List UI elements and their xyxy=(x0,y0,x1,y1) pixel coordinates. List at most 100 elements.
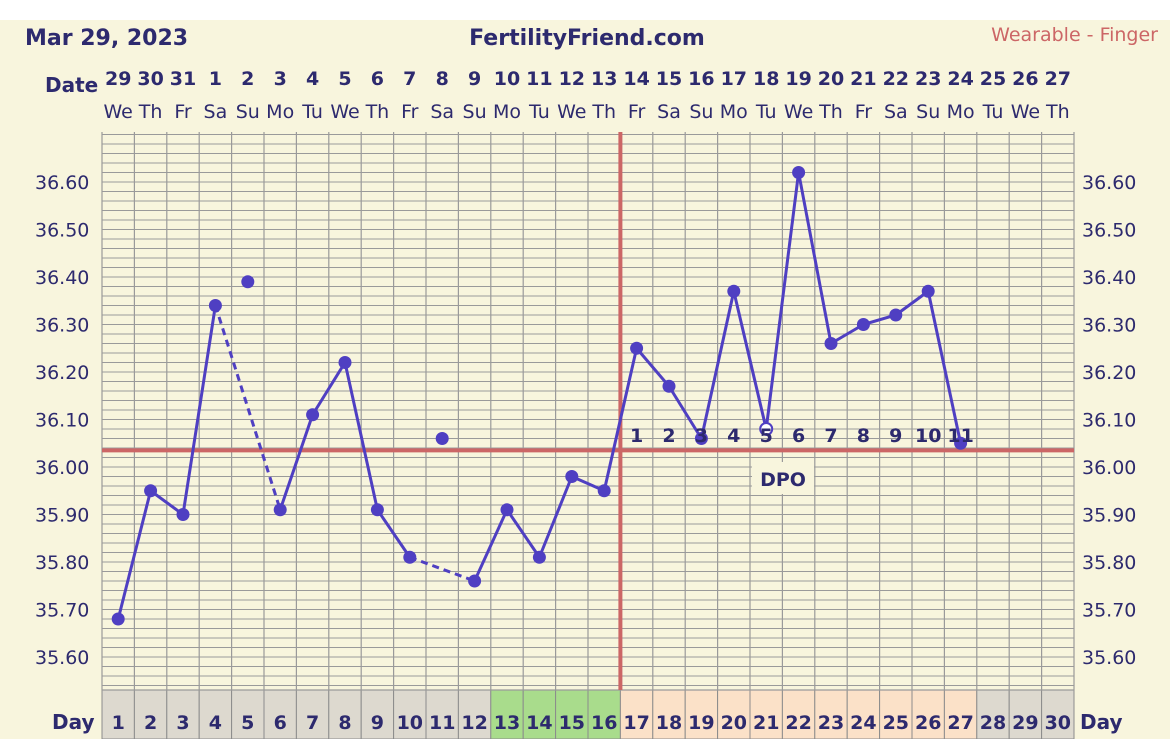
day-cell xyxy=(393,689,427,739)
day-number-label: 7 xyxy=(306,712,319,734)
day-cell xyxy=(133,689,168,739)
date-label: 17 xyxy=(721,68,747,90)
date-label: 22 xyxy=(883,68,909,90)
date-label: 3 xyxy=(274,68,287,90)
temperature-point xyxy=(500,503,514,517)
weekday-label: We xyxy=(557,101,586,123)
day-cell xyxy=(587,689,621,739)
dpo-number-label: 2 xyxy=(662,425,675,447)
date-label: 10 xyxy=(494,68,520,90)
temperature-point xyxy=(824,337,838,350)
temperature-point xyxy=(856,318,870,331)
weekday-label: Mo xyxy=(266,101,294,123)
date-label: 18 xyxy=(753,68,779,90)
day-cell xyxy=(911,689,945,739)
day-cell xyxy=(749,689,783,739)
dpo-number-label: 4 xyxy=(727,425,740,447)
weekday-label: Th xyxy=(818,101,843,123)
weekday-label: Th xyxy=(1045,101,1070,123)
weekday-label: Fr xyxy=(174,101,192,123)
date-label: 8 xyxy=(436,68,449,90)
site-name[interactable]: FertilityFriend.com xyxy=(469,26,705,51)
weekday-label: Th xyxy=(138,101,163,123)
temperature-line xyxy=(797,172,833,344)
temperature-line xyxy=(278,414,315,511)
temperature-line xyxy=(473,509,509,582)
chart-date: Mar 29, 2023 xyxy=(25,26,188,51)
day-number-label: 16 xyxy=(591,712,617,734)
temperature-point-discarded xyxy=(435,432,449,445)
temperature-line xyxy=(667,385,703,440)
day-number-label: 6 xyxy=(274,712,287,734)
reference-lines-layer xyxy=(102,132,1074,690)
dpo-number-label: 7 xyxy=(824,425,837,447)
day-cell xyxy=(717,689,751,739)
y-tick-label-left: 36.60 xyxy=(35,172,89,194)
weekday-label: Fr xyxy=(855,101,873,123)
y-tick-label-right: 35.80 xyxy=(1082,552,1136,574)
dpo-layer: 1 2 3 4 5 6 7 8 9 10 11 DPO xyxy=(630,425,974,494)
temperature-line xyxy=(635,347,671,388)
dpo-number-label: 11 xyxy=(947,425,973,447)
weekday-label: Sa xyxy=(657,101,681,123)
date-label: 14 xyxy=(623,68,649,90)
top-header-bar xyxy=(0,0,1170,20)
day-cell xyxy=(101,689,135,739)
day-number-label: 11 xyxy=(429,712,455,734)
temperature-line xyxy=(343,362,379,511)
temperature-line xyxy=(699,290,736,439)
temperature-line xyxy=(732,290,768,430)
day-number-label: 2 xyxy=(144,712,157,734)
day-row-label-right: Day xyxy=(1080,710,1123,734)
temperature-point xyxy=(597,484,611,498)
day-row-label-left: Day xyxy=(52,710,95,734)
date-label: 27 xyxy=(1045,68,1071,90)
weekday-label: Fr xyxy=(401,101,419,123)
day-cell xyxy=(684,689,719,739)
day-number-label: 8 xyxy=(338,712,351,734)
date-label: 1 xyxy=(209,68,222,90)
y-tick-label-left: 35.80 xyxy=(35,552,89,574)
date-label: 20 xyxy=(818,68,844,90)
y-axis-layer: 36.60 36.60 36.50 36.50 36.40 36.40 36.30 36.30… xyxy=(35,172,1136,669)
temperature-line xyxy=(149,489,184,516)
day-number-label: 27 xyxy=(947,712,973,734)
dpo-number-label: 6 xyxy=(792,425,805,447)
date-label: 23 xyxy=(915,68,941,90)
day-number-label: 29 xyxy=(1012,712,1038,734)
date-label: 21 xyxy=(850,68,876,90)
day-number-label: 25 xyxy=(883,712,909,734)
temperature-point xyxy=(403,550,417,564)
date-label: 26 xyxy=(1012,68,1038,90)
weekday-label: Fr xyxy=(628,101,646,123)
weekday-label: Su xyxy=(689,101,713,123)
weekday-label: We xyxy=(104,101,133,123)
day-number-label: 26 xyxy=(915,712,941,734)
day-number-label: 4 xyxy=(209,712,222,734)
date-label: 11 xyxy=(526,68,552,90)
date-label: 7 xyxy=(403,68,416,90)
date-label: 24 xyxy=(947,68,973,90)
temperature-point xyxy=(370,503,384,517)
day-number-label: 28 xyxy=(980,712,1006,734)
weekday-label: Su xyxy=(463,101,487,123)
weekday-label: Sa xyxy=(884,101,908,123)
temperature-line xyxy=(538,475,574,558)
weekday-label: Tu xyxy=(528,101,550,123)
dpo-label-box xyxy=(752,462,814,494)
day-cell xyxy=(490,689,524,739)
temperature-point xyxy=(662,379,676,393)
day-number-label: 13 xyxy=(494,712,520,734)
day-number-label: 12 xyxy=(461,712,487,734)
day-number-label: 21 xyxy=(753,712,779,734)
weekday-label: Su xyxy=(236,101,260,123)
weekday-label: Mo xyxy=(720,101,748,123)
weekday-label: Mo xyxy=(493,101,521,123)
temperature-line xyxy=(926,290,963,444)
date-label: 15 xyxy=(656,68,682,90)
temperature-point xyxy=(792,166,806,179)
weekday-label: Th xyxy=(365,101,390,123)
y-tick-label-left: 36.30 xyxy=(35,315,89,337)
temperature-line xyxy=(602,347,639,492)
